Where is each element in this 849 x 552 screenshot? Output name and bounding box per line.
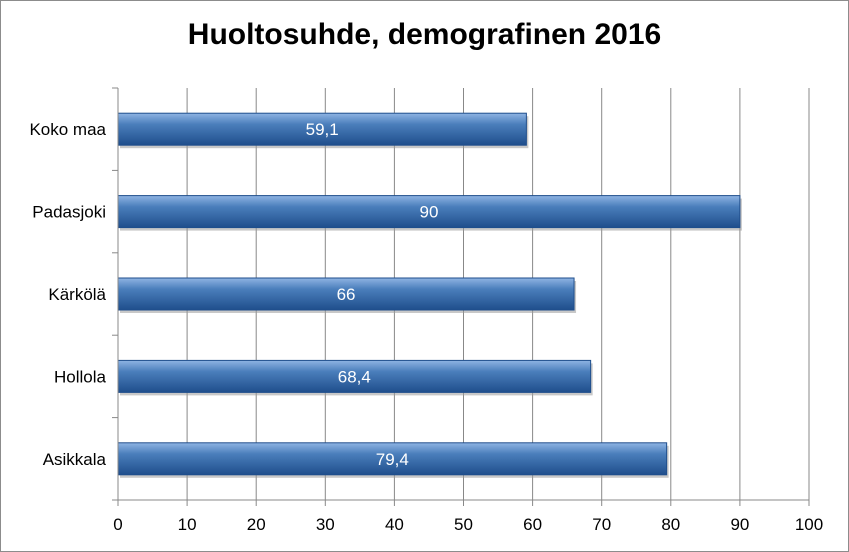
data-label: 79,4 (376, 450, 409, 469)
x-tick-label: 70 (592, 515, 611, 534)
category-label: Hollola (54, 367, 107, 386)
x-tick-label: 90 (730, 515, 749, 534)
bar (117, 359, 592, 393)
category-label: Kärkölä (48, 285, 106, 304)
chart-title: Huoltosuhde, demografinen 2016 (187, 18, 662, 51)
x-tick-label: 80 (661, 515, 680, 534)
x-tick-label: 100 (795, 515, 823, 534)
x-tick-label: 40 (385, 515, 404, 534)
x-tick-label: 50 (454, 515, 473, 534)
data-label: 66 (337, 285, 356, 304)
data-label: 59,1 (306, 120, 339, 139)
data-label: 68,4 (338, 367, 371, 386)
bars: 59,1 90 66 68,4 79,4 (117, 112, 742, 478)
x-tick-label: 10 (178, 515, 197, 534)
category-label: Padasjoki (32, 203, 106, 222)
bar (117, 112, 527, 146)
bar (117, 277, 575, 311)
x-tick-label: 20 (247, 515, 266, 534)
data-label: 90 (419, 203, 438, 222)
x-tick-label: 30 (316, 515, 335, 534)
category-label: Koko maa (29, 120, 106, 139)
x-tick-label: 60 (523, 515, 542, 534)
axes: 0 10 20 30 40 50 60 70 80 90 100 Koko maa Padasjoki K… (29, 87, 823, 534)
category-label: Asikkala (43, 450, 107, 469)
bar (117, 442, 668, 476)
x-tick-label: 0 (113, 515, 122, 534)
bar (117, 195, 741, 229)
